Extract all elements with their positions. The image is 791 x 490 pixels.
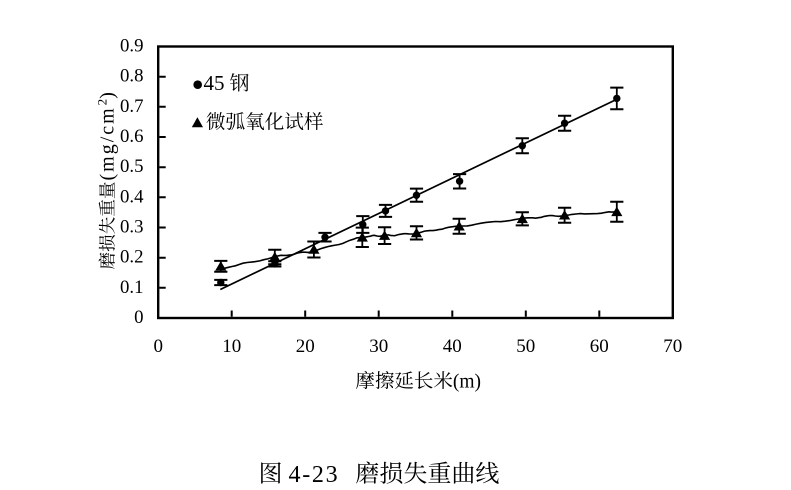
svg-text:60: 60 (590, 336, 609, 357)
svg-text:0.4: 0.4 (120, 186, 144, 207)
svg-text:45: 45 (204, 71, 225, 95)
svg-text:(mg/cm: (mg/cm (97, 106, 119, 180)
svg-text:0: 0 (134, 307, 143, 328)
svg-text:0: 0 (153, 336, 163, 357)
svg-text:0.8: 0.8 (120, 66, 143, 87)
svg-text:70: 70 (663, 336, 682, 357)
svg-text:0.2: 0.2 (120, 247, 143, 268)
svg-text:20: 20 (296, 336, 315, 357)
svg-text:0.1: 0.1 (120, 277, 143, 298)
svg-text:0.3: 0.3 (120, 217, 143, 238)
svg-text:50: 50 (516, 336, 535, 357)
svg-text:2: 2 (95, 99, 110, 106)
svg-text:10: 10 (222, 336, 241, 357)
svg-text:0.9: 0.9 (120, 36, 143, 57)
svg-text:0.7: 0.7 (120, 96, 143, 117)
svg-text:0.5: 0.5 (120, 156, 143, 177)
svg-text:(m): (m) (453, 372, 481, 393)
svg-text:): ) (97, 92, 119, 99)
svg-text:4-23: 4-23 (289, 462, 340, 488)
svg-text:30: 30 (369, 336, 388, 357)
svg-text:40: 40 (443, 336, 462, 357)
svg-text:0.6: 0.6 (120, 126, 143, 147)
